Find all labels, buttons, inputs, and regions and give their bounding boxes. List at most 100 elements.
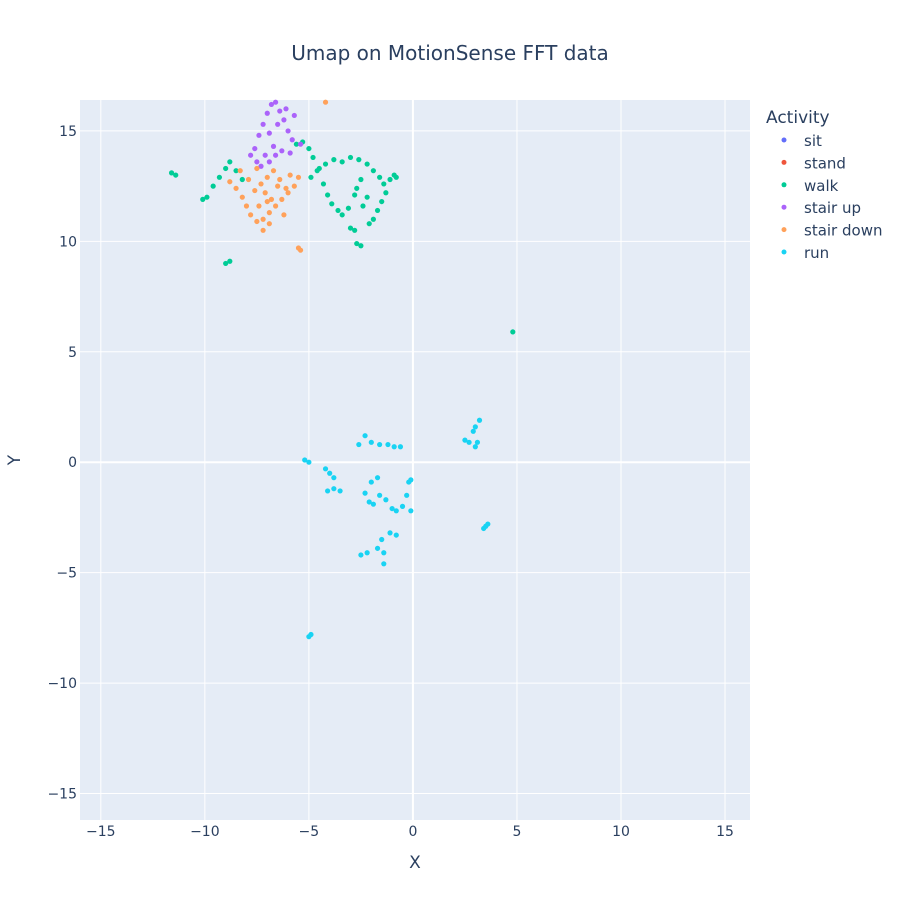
point-walk xyxy=(335,207,341,214)
point-run xyxy=(381,561,387,567)
point-run xyxy=(362,433,368,439)
legend-item-stair-up[interactable]: stair up xyxy=(781,199,862,217)
point-stair-down xyxy=(287,172,293,178)
point-walk xyxy=(316,165,322,172)
point-stair-down xyxy=(245,176,252,183)
legend-label: stand xyxy=(804,154,846,172)
data-points xyxy=(168,99,516,640)
point-walk xyxy=(387,176,393,183)
point-run xyxy=(368,479,374,485)
legend-item-stair-down[interactable]: stair down xyxy=(781,222,883,240)
point-walk xyxy=(379,198,385,205)
point-walk xyxy=(352,227,358,233)
point-stair-up xyxy=(272,99,279,105)
plot-area[interactable] xyxy=(80,100,750,820)
point-walk xyxy=(364,161,370,167)
legend-label: sit xyxy=(804,132,822,150)
legend-label: stair up xyxy=(804,199,861,217)
point-run xyxy=(391,444,397,450)
point-walk xyxy=(510,329,516,335)
point-run xyxy=(466,439,472,445)
point-run xyxy=(306,459,312,465)
point-stair-down xyxy=(233,185,239,191)
point-run xyxy=(374,475,381,481)
legend-item-sit[interactable]: sit xyxy=(781,132,822,150)
point-stair-down xyxy=(272,203,279,209)
point-stair-down xyxy=(254,218,260,225)
point-run xyxy=(393,508,399,514)
point-run xyxy=(393,532,399,538)
point-run xyxy=(399,503,406,509)
y-tick-label: −15 xyxy=(47,786,77,802)
legend-item-stand[interactable]: stand xyxy=(781,154,846,172)
legend-marker xyxy=(781,204,787,210)
point-run xyxy=(364,550,370,556)
point-walk xyxy=(308,174,314,180)
point-stair-down xyxy=(285,190,291,196)
point-run xyxy=(302,457,308,463)
point-stair-down xyxy=(248,212,254,218)
point-stair-down xyxy=(297,247,304,253)
legend: sit stand walk stair up stair down run xyxy=(781,132,883,262)
series-walk xyxy=(168,139,516,335)
point-walk xyxy=(223,165,229,172)
point-stair-up xyxy=(287,150,293,156)
point-stair-down xyxy=(239,194,245,200)
legend-item-walk[interactable]: walk xyxy=(781,177,839,195)
point-run xyxy=(322,466,329,472)
point-stair-down xyxy=(322,99,329,105)
point-run xyxy=(476,417,483,423)
gridlines xyxy=(80,100,750,820)
point-run xyxy=(370,501,376,507)
point-run xyxy=(366,499,372,505)
point-stair-down xyxy=(291,183,297,189)
x-axis-ticks: −15 −10 −5 0 5 10 15 xyxy=(86,824,734,840)
point-walk xyxy=(370,168,376,174)
point-run xyxy=(327,470,333,476)
point-run xyxy=(472,444,478,450)
y-tick-label: −10 xyxy=(47,676,77,692)
point-stair-up xyxy=(297,141,304,147)
legend-marker xyxy=(781,227,787,233)
point-walk xyxy=(223,260,229,267)
legend-label: stair down xyxy=(804,222,882,240)
legend-marker xyxy=(781,249,787,255)
point-run xyxy=(358,552,364,558)
point-run xyxy=(331,486,337,492)
legend-title: Activity xyxy=(766,108,830,128)
point-stair-up xyxy=(289,137,295,143)
point-walk xyxy=(239,176,245,183)
point-run xyxy=(485,521,491,527)
point-run xyxy=(356,441,362,448)
point-run xyxy=(325,488,331,494)
series-stair-down xyxy=(227,99,329,253)
point-walk xyxy=(393,174,399,180)
point-walk xyxy=(233,168,239,174)
point-run xyxy=(368,439,374,445)
point-walk xyxy=(210,183,216,189)
point-stair-down xyxy=(266,210,272,216)
x-tick-label: 15 xyxy=(716,824,734,840)
point-stair-up xyxy=(277,108,283,114)
point-stair-up xyxy=(291,112,297,119)
x-tick-label: 5 xyxy=(512,824,521,840)
point-stair-up xyxy=(272,152,279,158)
chart-title: Umap on MotionSense FFT data xyxy=(291,41,609,65)
point-stair-down xyxy=(275,183,281,189)
y-tick-label: 15 xyxy=(59,124,77,140)
point-stair-down xyxy=(277,176,283,183)
legend-item-run[interactable]: run xyxy=(781,244,830,262)
point-walk xyxy=(310,154,316,161)
legend-label: walk xyxy=(804,177,839,195)
point-run xyxy=(408,477,414,483)
point-stair-down xyxy=(256,203,262,209)
point-run xyxy=(306,634,312,640)
point-stair-down xyxy=(260,216,266,222)
x-tick-label: −15 xyxy=(86,824,116,840)
point-stair-up xyxy=(268,101,275,108)
point-walk xyxy=(354,185,360,191)
point-stair-up xyxy=(264,110,270,116)
point-run xyxy=(408,508,414,514)
point-walk xyxy=(339,212,345,218)
